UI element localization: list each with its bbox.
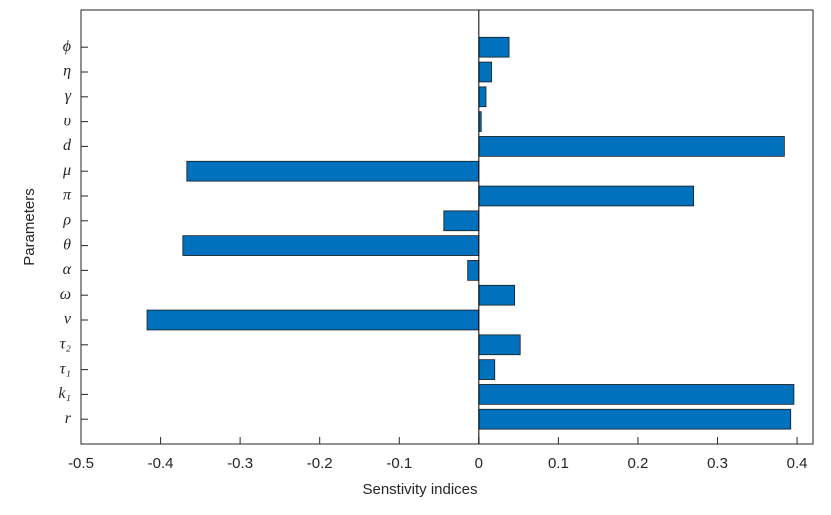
bar (478, 185, 695, 207)
y-axis-label: Parameters (21, 188, 38, 266)
y-tick-label: τ₁ (60, 360, 71, 377)
x-tick-label: 0.4 (787, 455, 808, 472)
bar (146, 309, 480, 331)
y-tick-label: π (63, 187, 72, 204)
y-tick-label: ϕ (63, 38, 71, 55)
x-tick-label: -0.1 (386, 455, 412, 472)
x-tick-label: 0 (475, 455, 483, 472)
bar (478, 61, 492, 83)
x-tick-label: -0.2 (307, 455, 333, 472)
x-axis-label: Senstivity indices (362, 481, 477, 498)
bar (478, 86, 487, 108)
y-tick-label: k₁ (58, 385, 71, 402)
bar (478, 408, 792, 430)
bar (467, 260, 480, 281)
bar (443, 210, 480, 232)
y-tick-label: μ (62, 162, 71, 179)
x-tick-label: 0.3 (707, 455, 728, 472)
y-tick-label: θ (63, 236, 71, 253)
bar (182, 235, 480, 256)
x-tick-label: -0.4 (148, 455, 174, 472)
bar (478, 334, 521, 356)
y-tick-label: ν (64, 311, 72, 328)
y-tick-label: r (65, 410, 72, 427)
x-tick-label: -0.3 (227, 455, 253, 472)
y-tick-label: ρ (62, 211, 71, 228)
x-tick-label: 0.2 (628, 455, 649, 472)
y-tick-label: τ₂ (60, 335, 72, 352)
y-tick-label: α (63, 261, 72, 278)
x-tick-label: 0.1 (548, 455, 569, 472)
y-tick-label: γ (65, 87, 72, 104)
bar (478, 384, 795, 405)
bar (478, 359, 496, 380)
y-tick-label: υ (64, 112, 71, 129)
bar (478, 136, 785, 157)
bar (478, 284, 516, 306)
x-tick-label: -0.5 (68, 455, 94, 472)
y-tick-label: d (63, 137, 72, 154)
y-tick-label: ω (60, 286, 71, 303)
plot-area (80, 9, 814, 445)
bar (186, 160, 480, 182)
bar (478, 36, 510, 58)
y-tick-label: η (63, 63, 71, 80)
